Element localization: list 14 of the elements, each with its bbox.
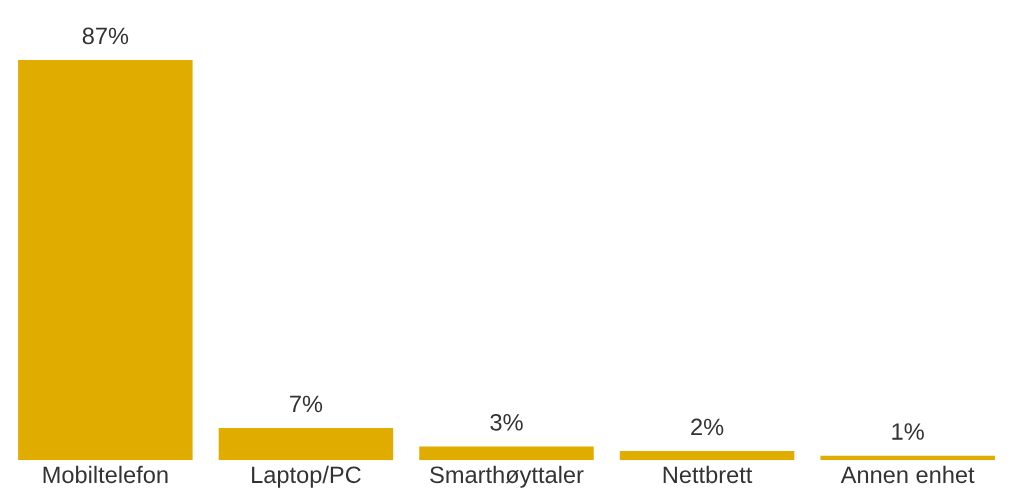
- x-tick-label: Laptop/PC: [252, 465, 361, 488]
- bar: [18, 60, 193, 461]
- bar: [419, 446, 594, 461]
- x-tick-label: Mobiltelefon: [43, 465, 168, 484]
- data-label: 2%: [691, 418, 724, 436]
- data-label: 7%: [290, 395, 323, 413]
- bar: [619, 451, 795, 461]
- x-tick-label: Smarthøyttaler: [430, 465, 584, 488]
- bar: [218, 428, 394, 461]
- x-tick-label: Nettbrett: [663, 465, 753, 484]
- x-tick-label: Annen enhet: [840, 465, 975, 484]
- data-label: 3%: [490, 413, 523, 431]
- data-label: 87%: [82, 27, 129, 45]
- data-label: 1%: [892, 423, 924, 440]
